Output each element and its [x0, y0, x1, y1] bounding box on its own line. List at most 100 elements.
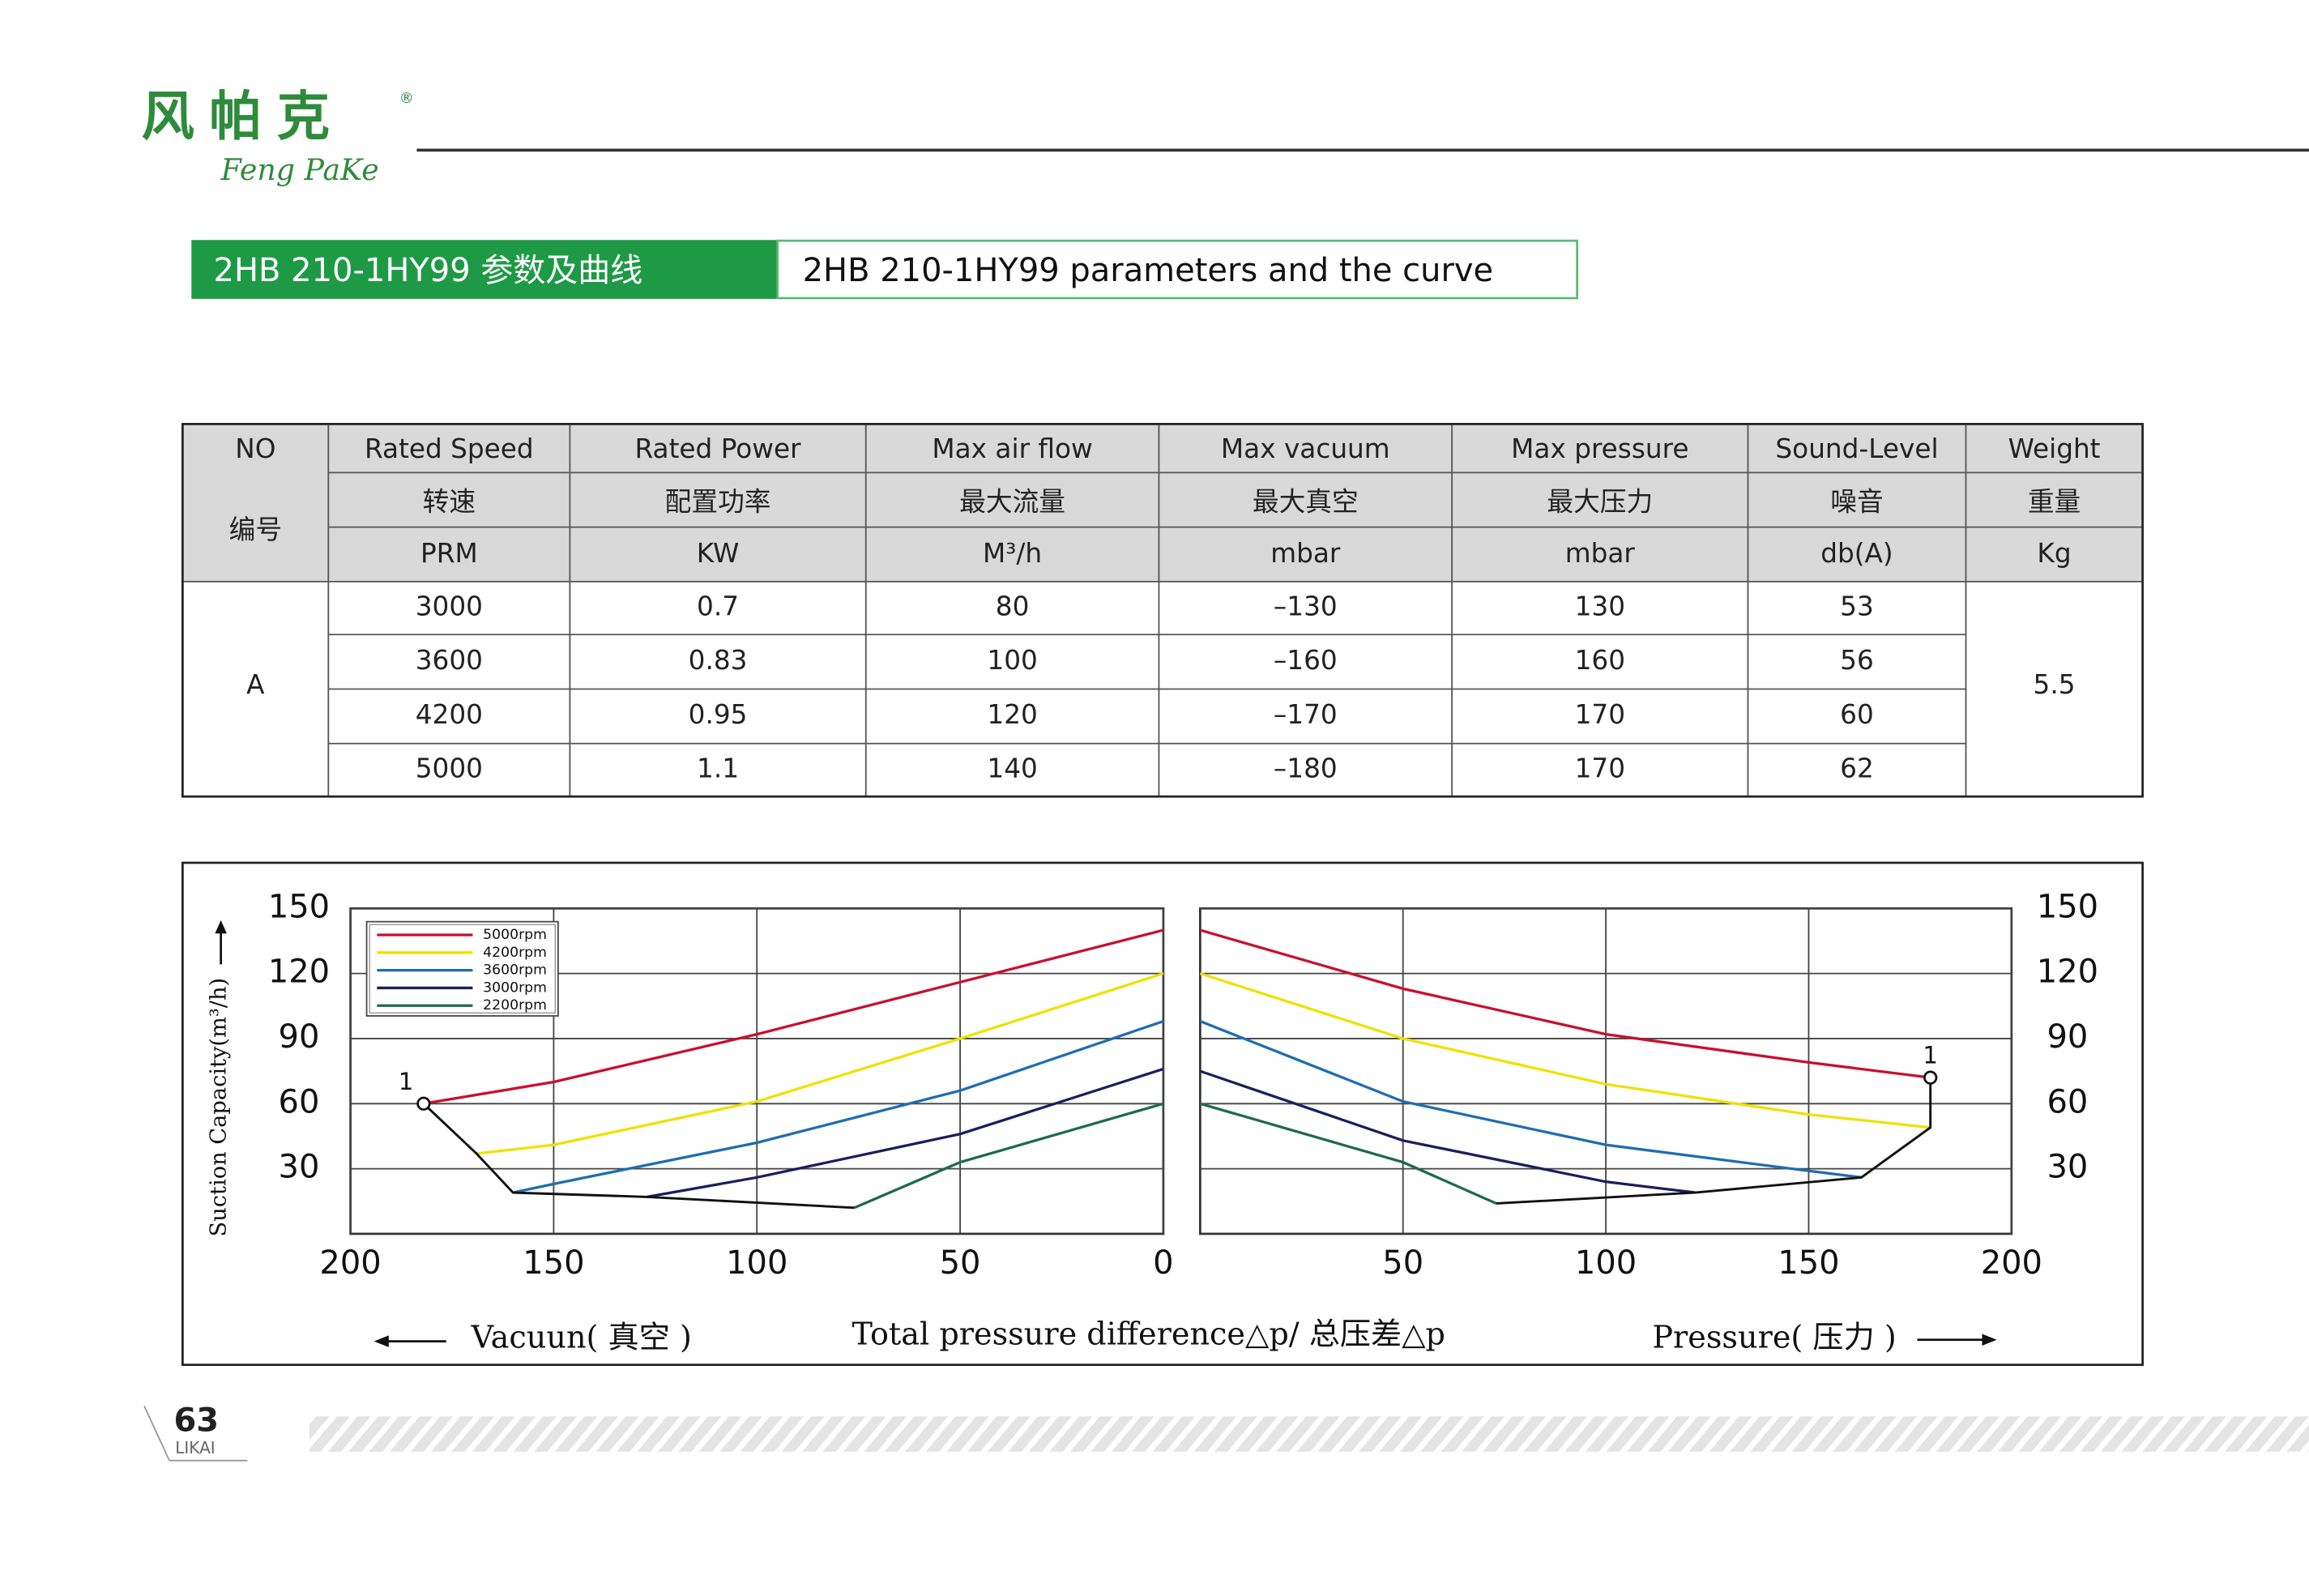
curve — [1199, 972, 1931, 1129]
y-tick-label: 150 — [2037, 888, 2098, 925]
header-cn: 配置功率 — [665, 487, 771, 518]
header-en: Max air flow — [932, 433, 1092, 464]
curve — [1199, 1020, 1862, 1179]
curve — [476, 972, 1164, 1155]
title-box-en — [776, 239, 1579, 300]
annotation: 1 — [399, 1068, 414, 1095]
x-tick-label: 100 — [1575, 1244, 1637, 1282]
table-cell: 0.7 — [697, 591, 739, 622]
x-tick-label: 100 — [726, 1244, 787, 1282]
chart-frame — [181, 861, 2144, 1367]
header-cn: 编号 — [229, 514, 282, 545]
brand-en: Feng PaKe — [220, 152, 379, 187]
limit-point — [1923, 1070, 1938, 1085]
header-en: NO — [235, 433, 275, 464]
legend-label: 3000rpm — [483, 979, 547, 996]
footer-band — [309, 1416, 2309, 1452]
header-unit: KW — [697, 538, 740, 569]
table-cell: –170 — [1274, 699, 1338, 730]
registered-mark: ® — [399, 90, 414, 107]
table-cell: 3600 — [416, 645, 483, 676]
table-cell: 170 — [1575, 753, 1625, 783]
header-cn: 转速 — [423, 487, 476, 518]
curve — [512, 1019, 1164, 1194]
y-axis-label: Suction Capacity(m³/h) — [206, 978, 231, 1237]
shared-x-label: Total pressure difference△p/ 总压差△p — [851, 1316, 1445, 1352]
table-cell: 3000 — [416, 591, 483, 622]
model-cell: A — [246, 669, 265, 700]
legend-label: 2200rpm — [483, 997, 547, 1014]
header-unit: mbar — [1565, 538, 1636, 569]
table-cell: 62 — [1840, 753, 1874, 783]
y-arrow-head — [215, 920, 227, 934]
limit-line — [1496, 1078, 1932, 1205]
table-cell: 56 — [1840, 645, 1874, 676]
y-tick-label: 60 — [2047, 1083, 2088, 1120]
x-tick-label: 200 — [319, 1244, 381, 1282]
table-cell: 5000 — [416, 753, 483, 783]
title-cn: 2HB 210-1HY99 参数及曲线 — [214, 252, 643, 289]
x-tick-label: 50 — [940, 1244, 981, 1282]
footer-slash — [143, 1406, 170, 1462]
curve — [1199, 928, 1931, 1079]
table-cell: 1.1 — [697, 753, 739, 783]
table-border — [181, 423, 2144, 798]
y-tick-label: 30 — [2047, 1149, 2088, 1186]
limit-line — [422, 1103, 855, 1210]
vacuum-arrow-head — [373, 1335, 389, 1347]
annotation: 1 — [1923, 1042, 1938, 1069]
brand-cn: 风帕克 — [141, 86, 344, 147]
title-box-cn — [191, 240, 778, 299]
header-unit: db(A) — [1820, 538, 1893, 569]
table-cell: –160 — [1274, 645, 1338, 676]
legend-label: 5000rpm — [483, 927, 547, 943]
y-tick-label: 120 — [2037, 954, 2098, 991]
legend-box-inner — [369, 924, 556, 1014]
spec-table: NO Rated Speed Rated Power Max air flow Max … — [181, 423, 2144, 798]
table-cell: 140 — [987, 753, 1037, 783]
table-cell: 0.95 — [689, 699, 748, 730]
header-cn: 最大压力 — [1547, 487, 1653, 518]
header-en: Weight — [2008, 433, 2101, 464]
legend-label: 3600rpm — [483, 962, 547, 979]
x-tick-label: 150 — [523, 1244, 584, 1282]
x-axis-label: Vacuun( 真空 ) — [471, 1319, 692, 1355]
header-unit: Kg — [2037, 538, 2071, 569]
table-cell: 120 — [987, 699, 1037, 730]
table-cell: 130 — [1575, 591, 1625, 622]
header-cn: 噪音 — [1830, 487, 1883, 518]
table-cell: 170 — [1575, 699, 1625, 730]
y-tick-label: 150 — [268, 888, 330, 925]
legend-box — [365, 920, 559, 1017]
y-tick-label: 90 — [2047, 1018, 2088, 1056]
x-tick-label: 200 — [1981, 1244, 2042, 1282]
table-cell: 100 — [987, 645, 1037, 676]
table-cell: –180 — [1274, 753, 1338, 783]
page-number: 63 — [173, 1402, 219, 1440]
header-en: Sound-Level — [1775, 433, 1938, 464]
header-unit: PRM — [420, 538, 478, 569]
y-tick-label: 90 — [279, 1018, 320, 1056]
y-tick-label: 60 — [279, 1083, 320, 1120]
table-cell: 160 — [1575, 645, 1625, 676]
curve — [853, 1102, 1164, 1210]
header-en: Max vacuum — [1221, 433, 1390, 464]
header-cn: 最大真空 — [1253, 487, 1359, 518]
table-cell: 60 — [1840, 699, 1874, 730]
header-cn: 最大流量 — [959, 487, 1065, 518]
table-cell: –130 — [1274, 591, 1338, 622]
header-en: Max pressure — [1511, 433, 1688, 464]
header-unit: mbar — [1270, 538, 1341, 569]
curve — [423, 928, 1164, 1105]
header-unit: M³/h — [983, 538, 1042, 569]
y-tick-label: 120 — [268, 954, 330, 991]
legend-label: 4200rpm — [483, 945, 547, 961]
curve — [647, 1067, 1164, 1199]
header-cn: 重量 — [2028, 487, 2081, 518]
pressure-arrow-head — [1982, 1334, 1997, 1346]
x-axis-label: Pressure( 压力 ) — [1652, 1319, 1896, 1355]
header-en: Rated Power — [635, 433, 802, 464]
